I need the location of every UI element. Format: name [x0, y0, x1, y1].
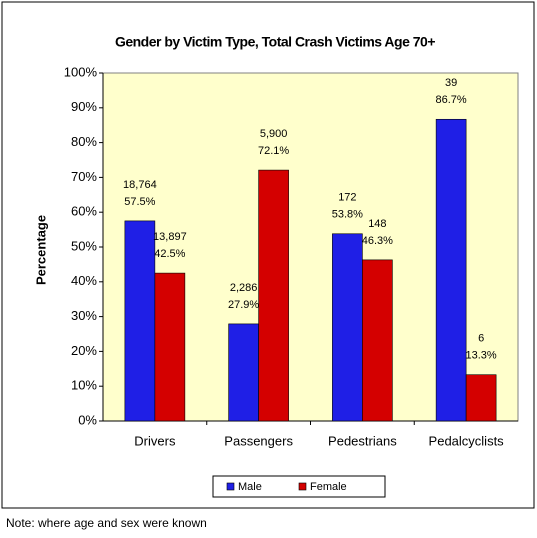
legend-label: Female: [310, 481, 347, 493]
value-label: 86.7%: [436, 94, 467, 106]
legend-label: Male: [238, 481, 262, 493]
bar: [124, 220, 156, 422]
note: Note: where age and sex were known: [6, 516, 207, 530]
legend-swatch: [226, 482, 235, 491]
bar: [332, 233, 363, 422]
y-tick-label: 10%: [71, 378, 97, 393]
value-label: 72.1%: [258, 145, 289, 157]
y-tick-label: 100%: [64, 64, 98, 79]
count-label: 172: [338, 192, 356, 204]
bar: [258, 169, 289, 422]
count-label: 13,897: [153, 231, 187, 243]
x-tick-label: Drivers: [134, 433, 176, 448]
bar: [154, 272, 186, 422]
x-tick-label: Passengers: [224, 433, 293, 448]
value-label: 57.5%: [124, 196, 155, 208]
y-tick-label: 0%: [78, 412, 97, 427]
y-tick-label: 20%: [71, 343, 97, 358]
bar: [228, 323, 259, 422]
x-tick-label: Pedestrians: [328, 433, 397, 448]
count-label: 39: [445, 77, 457, 89]
y-tick-label: 30%: [71, 308, 97, 323]
bar: [435, 118, 467, 422]
y-tick-label: 80%: [71, 134, 97, 149]
legend-swatch: [298, 482, 307, 491]
count-label: 6: [478, 333, 484, 345]
y-tick-label: 40%: [71, 273, 97, 288]
chart-title: Gender by Victim Type, Total Crash Victi…: [115, 34, 435, 50]
bar: [465, 374, 497, 422]
count-label: 5,900: [260, 128, 288, 140]
count-label: 148: [368, 218, 386, 230]
y-tick-label: 90%: [71, 99, 97, 114]
y-tick-label: 70%: [71, 169, 97, 184]
y-axis-label: Percentage: [33, 215, 48, 285]
y-tick-label: 60%: [71, 204, 97, 219]
count-label: 2,286: [230, 282, 258, 294]
value-label: 27.9%: [228, 299, 259, 311]
count-label: 18,764: [123, 179, 157, 191]
x-tick-label: Pedalcyclists: [429, 433, 505, 448]
y-tick-label: 50%: [71, 238, 97, 253]
bar: [362, 259, 393, 422]
value-label: 13.3%: [466, 350, 497, 362]
value-label: 46.3%: [362, 235, 393, 247]
value-label: 42.5%: [154, 248, 185, 260]
value-label: 53.8%: [332, 209, 363, 221]
